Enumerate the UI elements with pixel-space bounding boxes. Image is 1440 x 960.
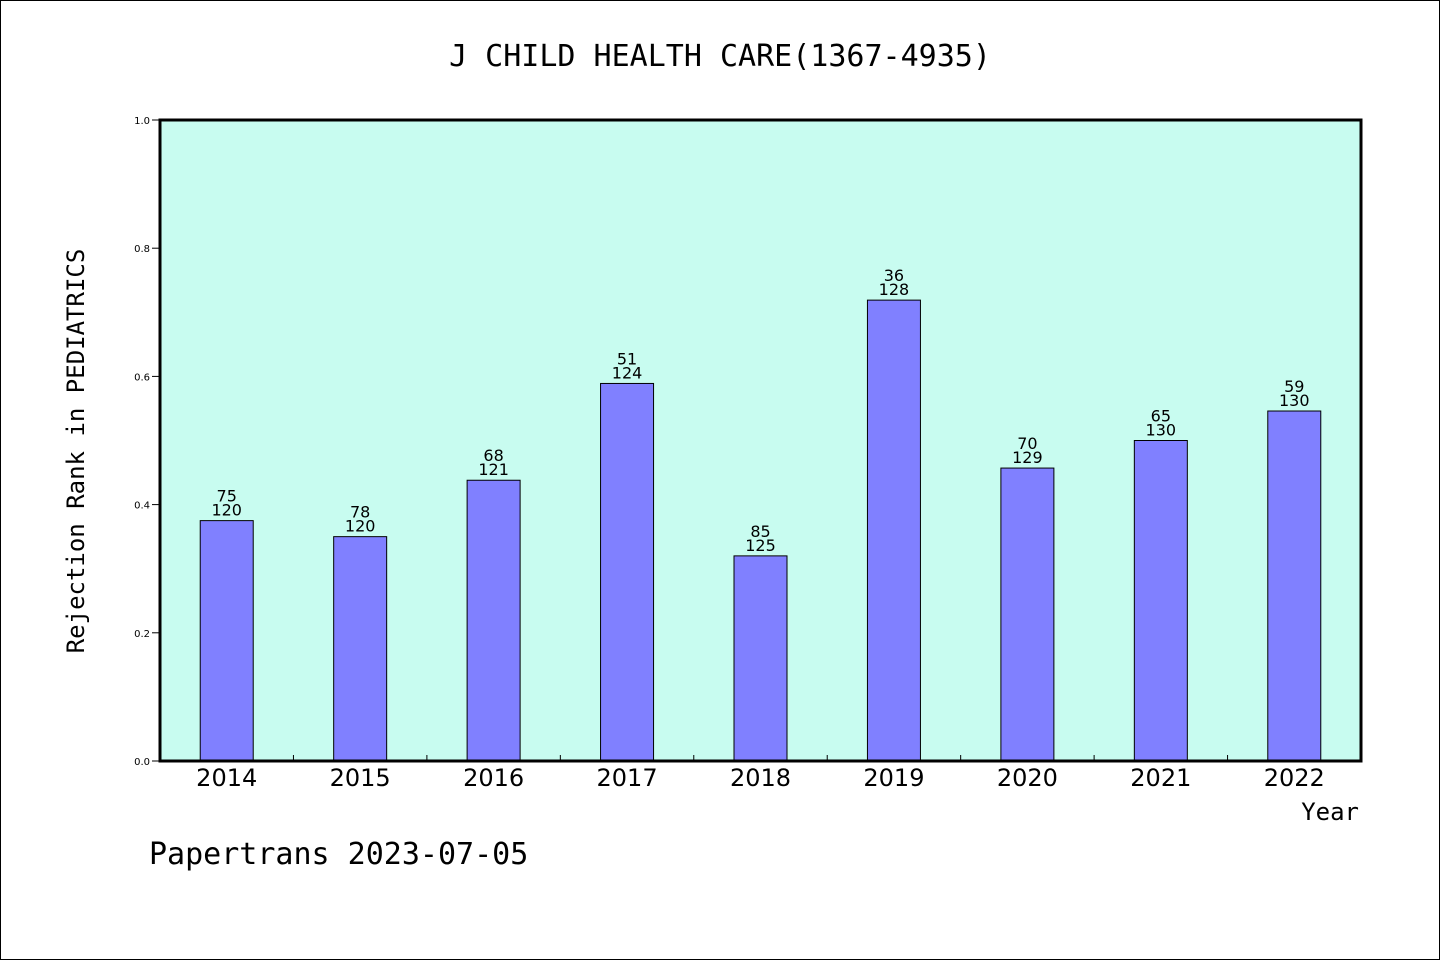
plot-border	[158, 118, 1363, 763]
x-tick-label-2014: 2014	[196, 764, 257, 792]
bar-label-rank-2015: 78	[350, 503, 370, 522]
bar-2022	[1267, 410, 1322, 762]
x-axis-label: Year	[1301, 798, 1359, 826]
bar-label-rank-2020: 70	[1017, 434, 1037, 453]
footer-watermark: Papertrans 2023-07-05	[149, 837, 528, 872]
bar-2019	[866, 299, 921, 762]
bar-label-rank-2016: 68	[483, 446, 503, 465]
bar-2015	[333, 536, 388, 762]
bar-label-total-2020: 129	[1012, 448, 1043, 467]
x-axis: 2014 2015 2016 2017 2018 2019 2020 2021 2022	[196, 755, 1325, 792]
bar-label-total-2021: 130	[1146, 421, 1177, 440]
bar-2016	[466, 479, 521, 762]
bar-label-rank-2014: 75	[217, 487, 237, 506]
y-tick-label-1.0: 1.0	[134, 116, 150, 127]
x-tick-label-2021: 2021	[1130, 764, 1191, 792]
x-tick-label-2017: 2017	[597, 764, 658, 792]
y-axis: 0.0 0.2 0.4 0.6 0.8 1.0	[134, 116, 160, 768]
x-tick-label-2020: 2020	[997, 764, 1058, 792]
y-tick-label-0.4: 0.4	[134, 501, 150, 512]
y-axis-label: Rejection Rank in PEDIATRICS	[62, 249, 90, 654]
bar-label-total-2022: 130	[1279, 391, 1310, 410]
bar-label-total-2018: 125	[745, 536, 776, 555]
bar-2017	[600, 382, 655, 762]
x-tick-label-2018: 2018	[730, 764, 791, 792]
bar-label-total-2017: 124	[612, 363, 643, 382]
x-tick-label-2015: 2015	[330, 764, 391, 792]
x-tick-label-2019: 2019	[863, 764, 924, 792]
bar-label-rank-2019: 36	[884, 266, 904, 285]
bar-label-rank-2022: 59	[1284, 377, 1304, 396]
bar-label-total-2014: 120	[211, 501, 242, 520]
bar-label-rank-2017: 51	[617, 349, 637, 368]
bar-label-total-2016: 121	[478, 460, 509, 479]
bar-label-rank-2021: 65	[1151, 407, 1171, 426]
bar-2021	[1133, 440, 1188, 762]
y-tick-label-0.0: 0.0	[134, 757, 150, 768]
bars-group	[199, 299, 1322, 762]
bar-2014	[199, 520, 254, 762]
x-tick-label-2016: 2016	[463, 764, 524, 792]
bar-2020	[1000, 467, 1055, 762]
y-tick-label-0.2: 0.2	[134, 629, 150, 640]
bar-2018	[733, 555, 788, 762]
bar-label-rank-2018: 85	[750, 522, 770, 541]
y-tick-label-0.8: 0.8	[134, 244, 150, 255]
x-tick-label-2022: 2022	[1264, 764, 1325, 792]
bar-label-total-2019: 128	[879, 280, 910, 299]
chart-title: J CHILD HEALTH CARE(1367-4935)	[449, 39, 991, 74]
bar-label-total-2015: 120	[345, 517, 376, 536]
y-tick-label-0.6: 0.6	[134, 372, 150, 383]
